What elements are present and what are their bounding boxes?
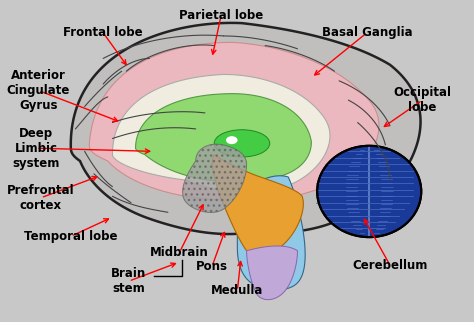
Text: Anterior
Cingulate
Gyrus: Anterior Cingulate Gyrus: [7, 69, 70, 112]
Text: Prefrontal
cortex: Prefrontal cortex: [7, 184, 74, 212]
Polygon shape: [112, 74, 330, 192]
Text: Basal Ganglia: Basal Ganglia: [321, 26, 412, 39]
Polygon shape: [212, 155, 303, 255]
Ellipse shape: [226, 136, 237, 144]
Text: Temporal lobe: Temporal lobe: [24, 230, 118, 243]
Polygon shape: [71, 23, 420, 234]
Polygon shape: [237, 176, 305, 290]
Ellipse shape: [317, 146, 421, 237]
Text: Deep
Limbic
system: Deep Limbic system: [12, 127, 60, 170]
Polygon shape: [136, 94, 311, 182]
Ellipse shape: [214, 130, 270, 157]
Polygon shape: [182, 144, 246, 213]
Text: Medulla: Medulla: [211, 284, 264, 297]
Text: Pons: Pons: [196, 260, 228, 273]
Polygon shape: [246, 246, 298, 300]
Text: Midbrain: Midbrain: [150, 246, 209, 259]
Text: Frontal lobe: Frontal lobe: [64, 26, 143, 39]
Text: Parietal lobe: Parietal lobe: [179, 9, 263, 22]
Text: Occipital
lobe: Occipital lobe: [393, 86, 451, 114]
Text: Cerebellum: Cerebellum: [352, 259, 428, 272]
Polygon shape: [89, 43, 379, 200]
Text: Brain
stem: Brain stem: [111, 267, 146, 295]
